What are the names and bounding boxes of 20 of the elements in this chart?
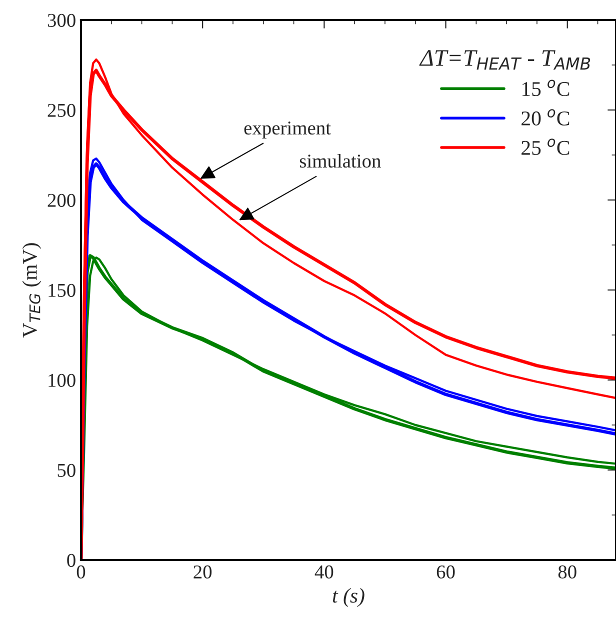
legend-label: 25 $^{o}$C (522, 138, 570, 155)
y-tick-label: 200 (48, 194, 76, 207)
x-axis-title: t (s) (332, 588, 364, 607)
annotation: experiment (244, 122, 331, 139)
y-tick-label: 100 (48, 374, 76, 387)
y-tick-label: 50 (58, 464, 76, 477)
x-tick-label: 60 (436, 565, 455, 579)
x-tick-label: 0 (76, 565, 86, 579)
legend-label: 20 $^{o}$C (522, 109, 570, 126)
y-tick-label: 150 (48, 284, 76, 297)
y-tick-label: 300 (48, 14, 76, 27)
y-axis-title: V$_{TEG}$ (mV) (22, 243, 42, 338)
x-tick-label: 40 (314, 565, 334, 579)
x-tick-label: 20 (194, 565, 212, 579)
annotation: simulation (300, 154, 381, 168)
x-tick-label: 80 (558, 565, 576, 579)
y-tick-label: 250 (48, 104, 76, 117)
y-tick-label: 0 (67, 554, 76, 567)
legend-title: ΔT=T$_{HEAT}$ - T$_{AMB}$ (419, 50, 590, 70)
legend-label: 15 $^{o}$C (522, 80, 570, 96)
